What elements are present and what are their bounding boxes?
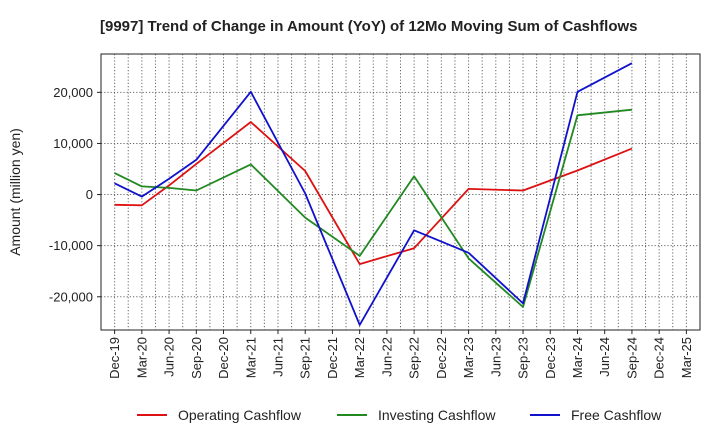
x-tick-label: Dec-19: [107, 337, 122, 379]
y-tick-label: 0: [86, 187, 93, 202]
x-tick-label: Jun-21: [270, 337, 285, 377]
x-tick-label: Dec-23: [543, 337, 558, 379]
chart-title: [9997] Trend of Change in Amount (YoY) o…: [100, 18, 638, 35]
legend-label-free-cashflow: Free Cashflow: [571, 407, 662, 423]
x-tick-label: Mar-23: [461, 337, 476, 378]
x-tick-label: Sep-24: [624, 337, 639, 379]
y-tick-label: -20,000: [49, 289, 93, 304]
y-tick-label: 10,000: [53, 136, 93, 151]
series-line-operating-cashflow: [114, 121, 633, 266]
series-line-investing-cashflow: [114, 108, 632, 308]
legend-label-investing-cashflow: Investing Cashflow: [378, 407, 496, 423]
x-tick-label: Mar-25: [679, 337, 694, 378]
legend: Operating Cashflow Investing Cashflow Free…: [137, 407, 662, 423]
x-axis-ticks: Dec-19 Mar-20 Jun-20 Sep-20 Dec-20 Mar-21 Jun-…: [107, 330, 694, 379]
y-tick-label: -10,000: [49, 238, 93, 253]
x-tick-label: Sep-23: [516, 337, 531, 379]
x-tick-label: Sep-22: [407, 337, 422, 379]
x-tick-label: Jun-24: [597, 337, 612, 377]
x-tick-label: Mar-22: [352, 337, 367, 378]
x-tick-label: Sep-20: [189, 337, 204, 379]
x-tick-label: Jun-20: [162, 337, 177, 377]
series-line-free-cashflow: [114, 62, 633, 326]
y-axis-label: Amount (million yen): [7, 128, 23, 256]
x-tick-label: Dec-20: [216, 337, 231, 379]
x-tick-label: Jun-23: [488, 337, 503, 377]
grid: [101, 54, 700, 330]
x-tick-label: Dec-24: [652, 337, 667, 379]
x-tick-label: Mar-20: [134, 337, 149, 378]
y-axis-ticks: -20,000 -10,000 0 10,000 20,000: [49, 85, 101, 304]
legend-label-operating-cashflow: Operating Cashflow: [178, 407, 302, 423]
x-tick-label: Dec-21: [325, 337, 340, 379]
x-tick-label: Mar-21: [243, 337, 258, 378]
y-tick-label: 20,000: [53, 85, 93, 100]
x-tick-label: Sep-21: [298, 337, 313, 379]
x-tick-label: Jun-22: [379, 337, 394, 377]
x-tick-label: Mar-24: [570, 337, 585, 378]
plot-frame: [100, 53, 701, 331]
series-lines: [114, 62, 633, 326]
x-tick-label: Dec-22: [434, 337, 449, 379]
